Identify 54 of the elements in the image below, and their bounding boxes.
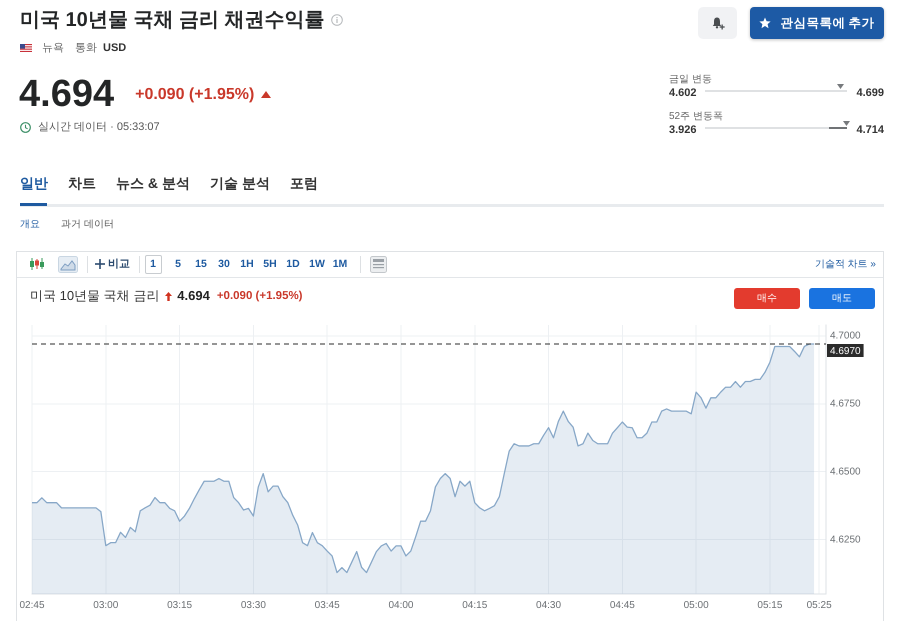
text: 1H	[240, 258, 254, 270]
x-tick-label: 04:30	[536, 600, 562, 611]
text: 1W	[309, 258, 325, 270]
x-tick-label: 03:45	[314, 600, 340, 611]
text: +0.090 (+1.95%)	[135, 85, 254, 105]
x-tick-label: 03:30	[240, 600, 266, 611]
x-tick-label: 03:15	[167, 600, 193, 611]
text: 차트	[68, 174, 96, 192]
text: 4.714	[856, 124, 884, 136]
text: 관심목록에 추가	[780, 15, 875, 31]
text: 5H	[263, 258, 277, 270]
text: 4.602	[669, 87, 697, 99]
text: 금일 변동	[669, 74, 712, 85]
text: 30	[218, 258, 230, 270]
x-tick-label: 03:00	[93, 600, 119, 611]
text: 5	[175, 258, 181, 270]
text: 뉴욕	[42, 41, 64, 55]
x-tick-label: 04:00	[388, 600, 414, 611]
text: USD	[103, 41, 126, 55]
text: 4.694	[19, 72, 114, 117]
text: 15	[195, 258, 207, 270]
text: 포럼	[290, 174, 318, 192]
text: 개요	[20, 218, 40, 230]
text: 1M	[332, 258, 348, 270]
x-tick-label: 05:00	[684, 600, 710, 611]
text: 매도	[832, 292, 852, 305]
text: 뉴스 & 분석	[116, 174, 190, 192]
y-tick-label: 4.7000	[830, 330, 862, 342]
x-tick-label: 05:15	[757, 600, 783, 611]
chart-title: 미국 10년물 국채 금리	[30, 288, 160, 304]
text: 1	[150, 258, 156, 270]
text: 3.926	[669, 124, 697, 136]
text: 통화	[75, 41, 97, 55]
y-tick-label: 4.6750	[830, 398, 862, 410]
text: 과거 데이터	[61, 218, 114, 230]
text: 비교	[108, 257, 130, 271]
text: 4.694	[177, 288, 210, 304]
y-tick-label: 4.6500	[830, 466, 862, 478]
x-tick-label: 02:45	[19, 600, 45, 611]
x-tick-label: 04:45	[610, 600, 636, 611]
x-tick-label: 05:25	[806, 600, 832, 611]
ref-line-label: 4.6970	[830, 346, 862, 357]
text: 52주 변동폭	[669, 111, 723, 122]
y-tick-label: 4.6250	[830, 534, 862, 546]
text: 매수	[757, 292, 777, 305]
text: 실시간 데이터 · 05:33:07	[38, 120, 160, 134]
text: 기술적 차트 »	[814, 258, 876, 270]
text: 일반	[20, 174, 48, 192]
text: +0.090 (+1.95%)	[216, 289, 303, 303]
text: 미국 10년물 국채 금리 채권수익률	[20, 8, 324, 33]
text: 1D	[286, 258, 300, 270]
text: 기술 분석	[210, 174, 270, 192]
x-tick-label: 04:15	[462, 600, 488, 611]
text: 4.699	[856, 87, 884, 99]
